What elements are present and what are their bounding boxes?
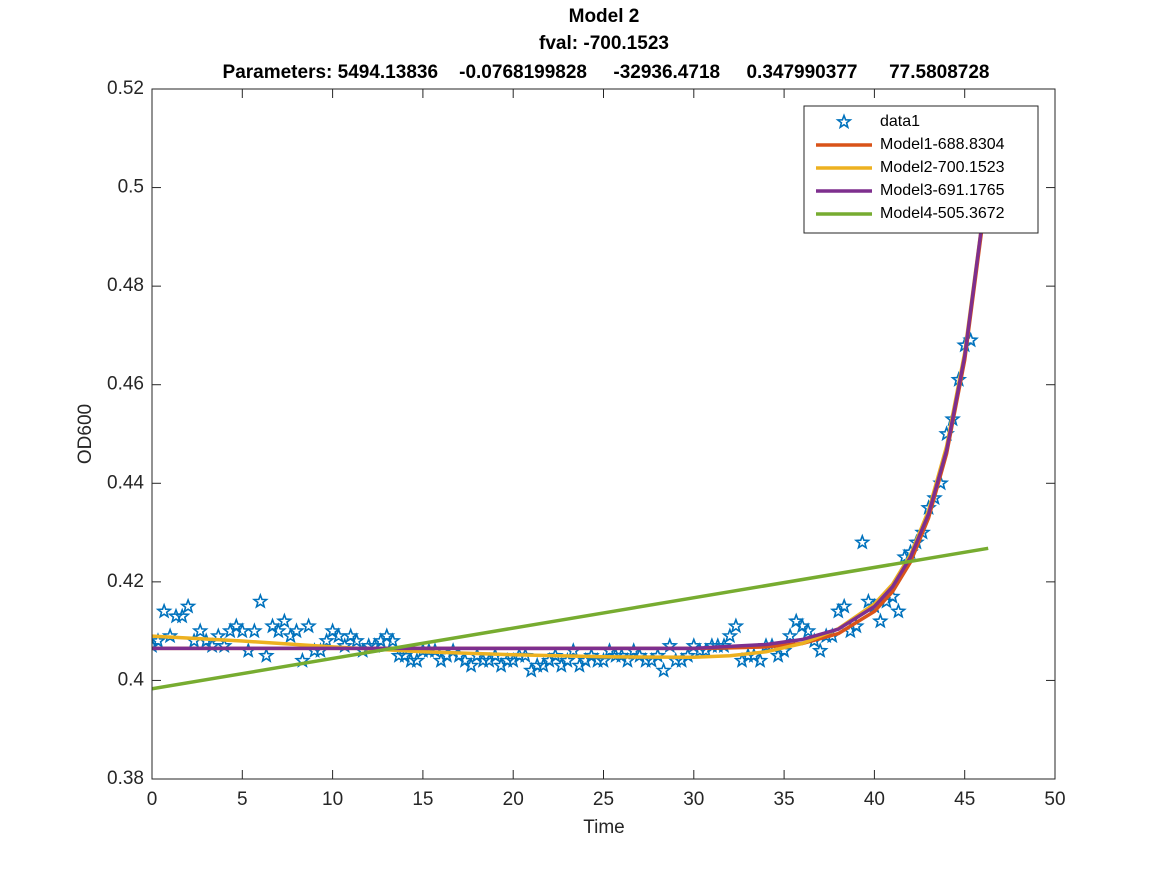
data-point (152, 632, 167, 649)
legend: data1 Model1-688.8304 Model2-700.1523 Model… (803, 105, 1039, 234)
data-point (179, 597, 197, 614)
data-point (853, 533, 871, 550)
x-tick-label: 5 (237, 789, 248, 810)
data-point (751, 651, 769, 668)
y-tick-label: 0.52 (107, 78, 144, 99)
x-tick-label: 40 (864, 789, 885, 810)
data-point (246, 622, 263, 639)
y-tick-label: 0.4 (118, 669, 145, 690)
legend-label: Model3-691.1765 (880, 182, 1005, 199)
data-point (655, 661, 673, 678)
x-tick-label: 35 (774, 789, 795, 810)
data-point (288, 622, 305, 639)
data-point (270, 622, 287, 639)
data-point (348, 632, 366, 649)
x-tick-label: 50 (1044, 789, 1065, 810)
parameters-annotation: Parameters: 5494.13836 -0.0768199828 -32… (223, 62, 990, 83)
data-point (721, 627, 739, 644)
legend-label: Model4-505.3672 (880, 205, 1005, 222)
x-tick-label: 30 (683, 789, 704, 810)
axes: 0 5 10 15 20 25 30 35 40 45 50 0.38 0.4 0.42 0.44 0.46 0… (107, 78, 1066, 810)
data-point (155, 602, 173, 619)
data-point (727, 617, 745, 634)
axes-box (151, 88, 1056, 780)
y-axis-label: OD600 (75, 404, 96, 464)
x-tick-label: 15 (412, 789, 433, 810)
data-point (191, 622, 209, 639)
model-line (152, 125, 994, 651)
legend-label: Model2-700.1523 (880, 159, 1005, 176)
x-tick-label: 10 (322, 789, 343, 810)
x-tick-label: 20 (503, 789, 524, 810)
x-tick-label: 25 (593, 789, 614, 810)
legend-marker (835, 113, 853, 130)
data-point (275, 612, 293, 629)
data-point (384, 632, 402, 649)
data-point (257, 647, 275, 663)
plot-marks (152, 125, 994, 691)
data-point (835, 597, 853, 614)
data-point (871, 612, 889, 629)
y-tick-label: 0.42 (107, 571, 144, 592)
data-point (595, 651, 612, 668)
model-line (152, 546, 989, 691)
y-tick-label: 0.44 (107, 472, 144, 493)
x-axis-label: Time (583, 817, 625, 838)
data-point (890, 602, 907, 619)
legend-label: Model1-688.8304 (880, 136, 1005, 153)
y-tick-label: 0.38 (107, 768, 144, 789)
x-tick-label: 45 (954, 789, 975, 810)
data-point (251, 592, 269, 609)
x-tick-label: 0 (147, 789, 158, 810)
y-tick-label: 0.46 (107, 374, 144, 395)
chart-title: Model 2 (569, 6, 640, 27)
data-point (781, 627, 799, 644)
data-point (300, 617, 317, 634)
data-point (462, 656, 480, 673)
y-tick-label: 0.5 (118, 177, 144, 198)
data-point (318, 632, 336, 649)
data-point (173, 607, 191, 624)
data-point (799, 622, 817, 639)
data-point (811, 642, 829, 658)
data-point (559, 651, 576, 668)
legend-label: data1 (880, 113, 920, 130)
data-point (546, 647, 564, 663)
y-tick-label: 0.48 (107, 275, 144, 296)
chart-subtitle: fval: -700.1523 (539, 33, 669, 54)
data-point (408, 651, 426, 668)
